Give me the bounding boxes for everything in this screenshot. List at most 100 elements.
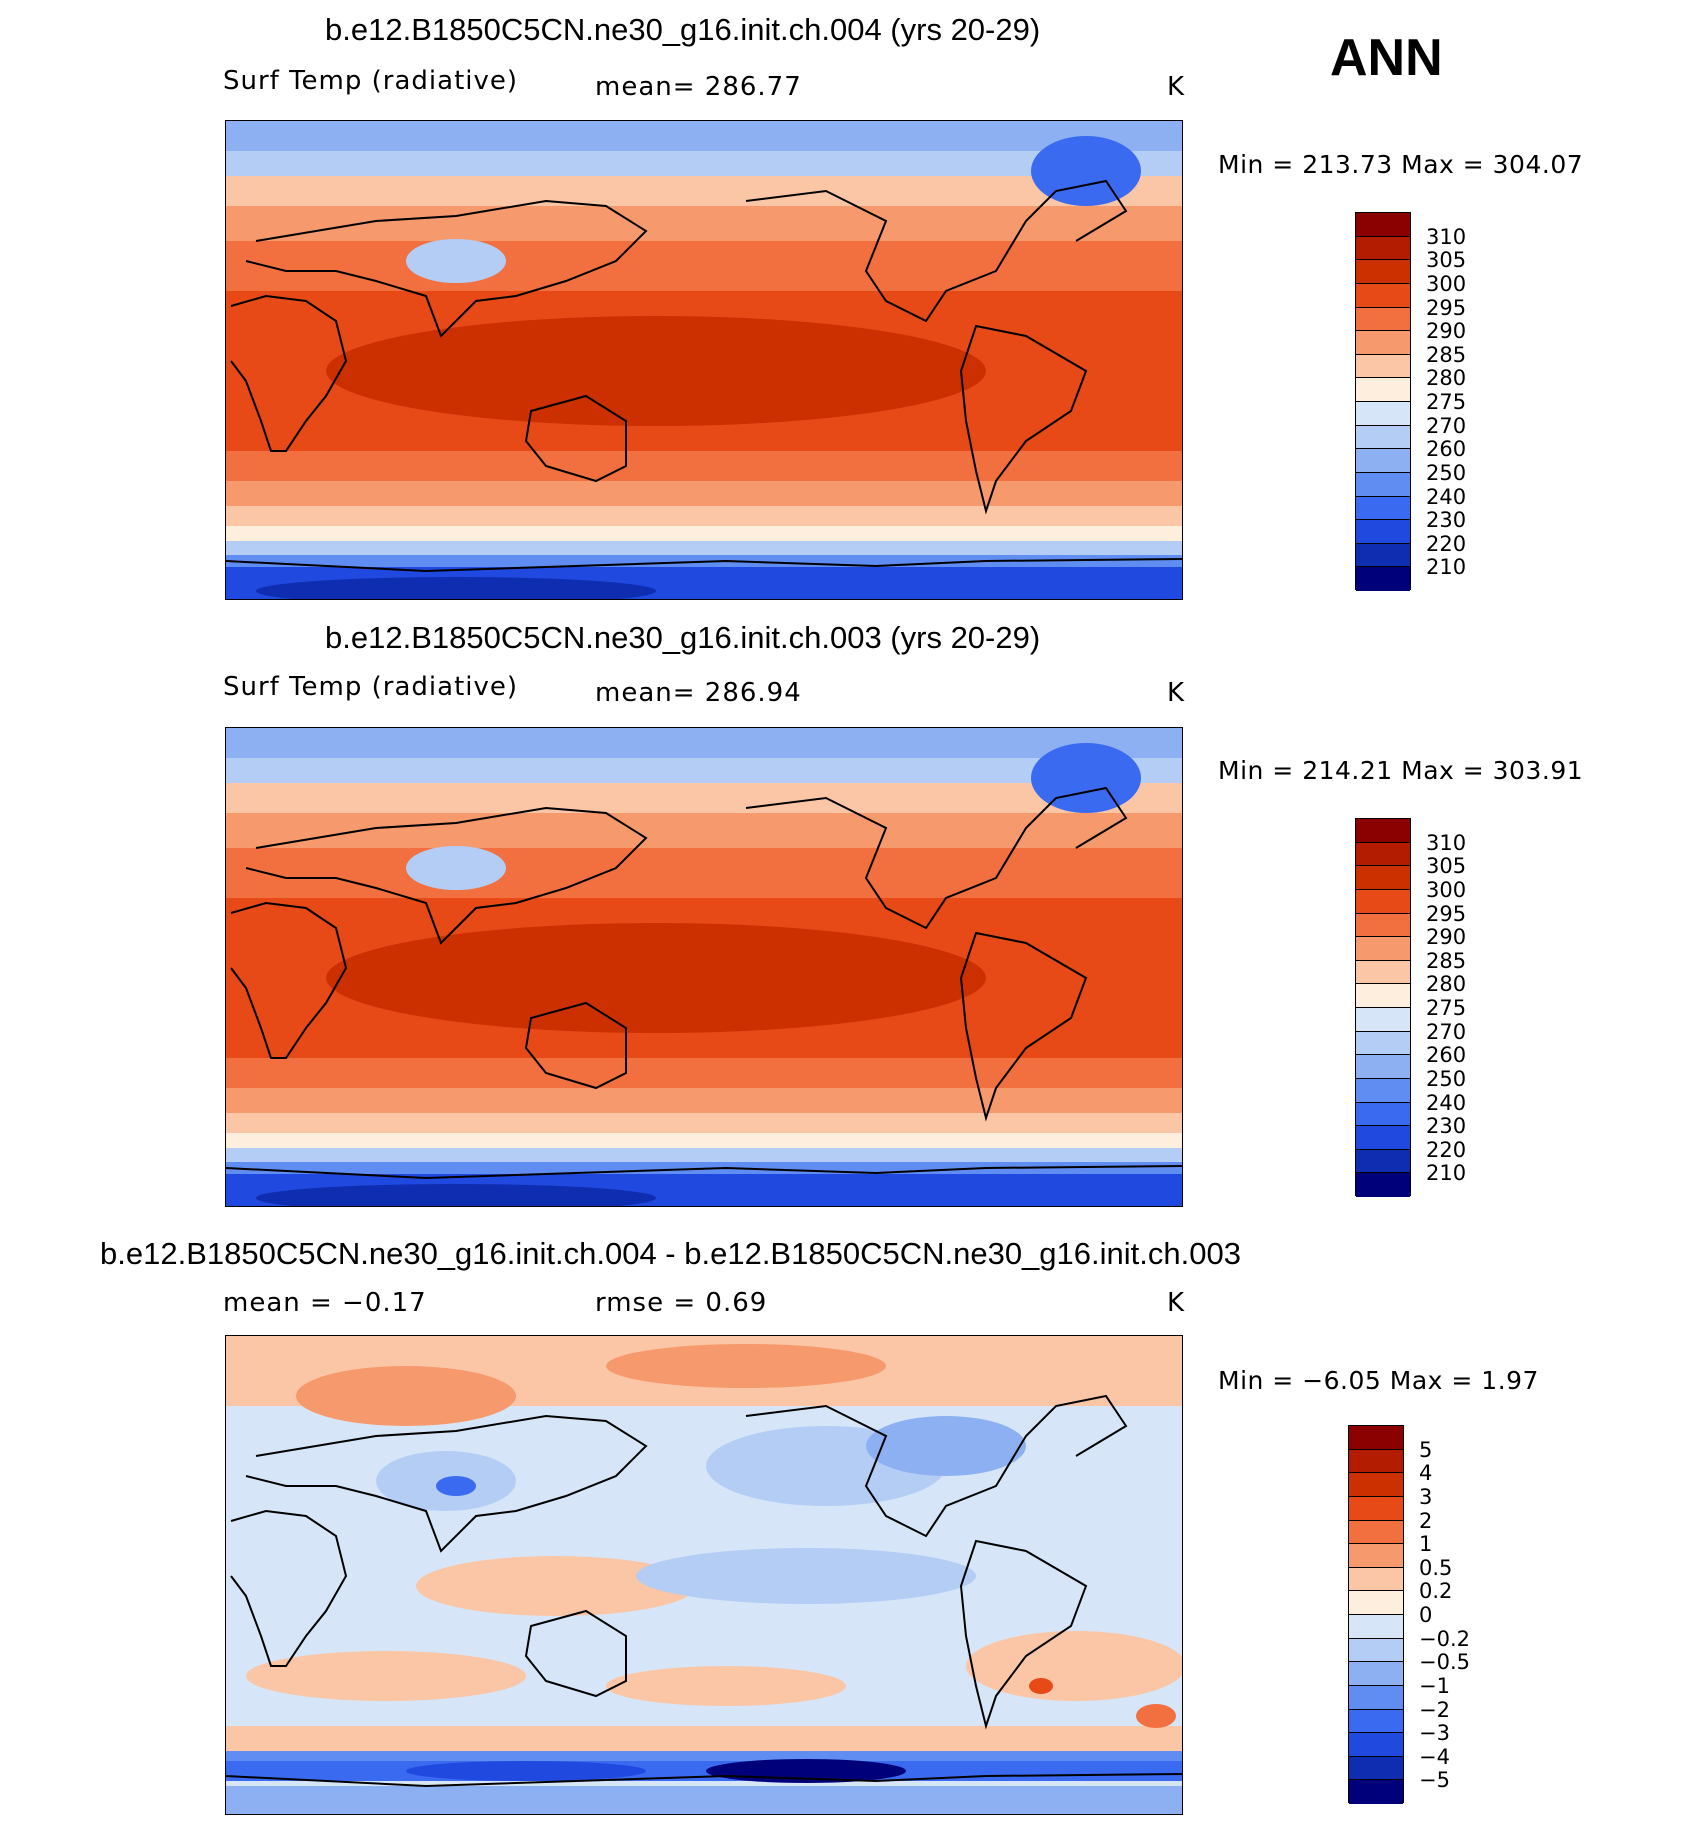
colorbar-box [1349, 1591, 1403, 1615]
panel-title: b.e12.B1850C5CN.ne30_g16.init.ch.003 (yr… [325, 620, 1041, 655]
season-label: ANN [1330, 29, 1443, 87]
colorbar-tick-label: 0.2 [1419, 1579, 1453, 1604]
panel-title: b.e12.B1850C5CN.ne30_g16.init.ch.004 (yr… [325, 12, 1041, 47]
coast-africa [230, 294, 348, 452]
diff-siberia-warm [296, 1366, 516, 1426]
colorbar-tick-label: 275 [1426, 390, 1467, 414]
colorbar-tick-label: 290 [1426, 319, 1467, 344]
mean-label: mean= 286.94 [595, 678, 802, 708]
colorbar-box [1356, 1078, 1410, 1103]
colorbar-box [1349, 1449, 1403, 1474]
colorbar-box [1356, 567, 1410, 591]
colorbar-box [1356, 331, 1410, 355]
colorbar-tick-label: 300 [1426, 271, 1467, 296]
band-southern-ocean [226, 1148, 1182, 1164]
colorbar-tick-label: 230 [1426, 508, 1467, 533]
map-canvas [226, 121, 1182, 599]
diff-south-indian-warm [246, 1651, 526, 1701]
colorbar-tick-label: −2 [1419, 1697, 1450, 1722]
colorbar-tick-label: −0.2 [1419, 1626, 1470, 1651]
colorbar-box [1356, 819, 1410, 843]
temperature-map [225, 727, 1183, 1207]
colorbar-tick-label: 260 [1426, 1043, 1467, 1068]
coast-south-america [959, 1539, 1088, 1730]
colorbar-abs-top: 310 305 300 295 290 285 280 275 270 260 250 240 230 2… [1355, 212, 1466, 591]
minmax-label: Min = 214.21 Max = 303.91 [1218, 756, 1584, 785]
colorbar-box [1356, 449, 1410, 473]
diff-south-pacific-warm [606, 1666, 846, 1706]
colorbar-tick-label: −3 [1419, 1721, 1450, 1746]
coast-africa [230, 1509, 348, 1667]
colorbar-tick-label: 3 [1419, 1484, 1433, 1509]
colorbar-tick-label: 230 [1426, 1114, 1467, 1139]
colorbar-box [1349, 1709, 1403, 1734]
colorbar-box [1349, 1638, 1403, 1663]
colorbar-tick-label: 1 [1419, 1532, 1433, 1557]
mean-label: mean= 286.77 [595, 72, 802, 102]
coast-antarctica [226, 1773, 1182, 1788]
tibet-cold [406, 846, 506, 890]
colorbar-box [1349, 1567, 1403, 1592]
colorbar-diff: 5 4 3 2 1 0.5 0.2 0 −0.2 −0.5 −1 −2 −3 −4 −5 [1348, 1425, 1470, 1804]
colorbar-box [1356, 236, 1410, 261]
colorbar-tick-label: 280 [1426, 366, 1467, 391]
colorbar-tick-label: 305 [1426, 248, 1467, 273]
coast-australia [524, 1001, 627, 1090]
diff-tibet-core [436, 1476, 476, 1496]
colorbar-box [1349, 1496, 1403, 1521]
colorbar-box [1356, 1149, 1410, 1174]
colorbar-box [1356, 889, 1410, 914]
antarctic-core [256, 577, 656, 599]
minmax-label: Min = −6.05 Max = 1.97 [1218, 1366, 1539, 1395]
mean-label: mean = −0.17 [223, 1288, 427, 1318]
map-canvas [226, 1336, 1182, 1814]
colorbar-tick-label: 240 [1426, 1090, 1467, 1115]
colorbar-tick-label: 4 [1419, 1461, 1433, 1486]
colorbar-tick-label: 260 [1426, 437, 1467, 462]
minmax-label: Min = 213.73 Max = 304.07 [1218, 150, 1584, 179]
panel-title: b.e12.B1850C5CN.ne30_g16.init.ch.004 - b… [100, 1236, 1241, 1271]
diff-south-atlantic-warm [966, 1631, 1182, 1701]
greenland-cold [1031, 136, 1141, 206]
units-label: K [1167, 678, 1186, 708]
coast-north-america [745, 179, 1128, 323]
map-canvas [226, 728, 1182, 1206]
units-label: K [1167, 72, 1186, 102]
diff-nam-cool [866, 1416, 1026, 1476]
colorbar-tick-label: 240 [1426, 484, 1467, 509]
colorbar-box [1356, 1102, 1410, 1127]
colorbar-tick-label: 310 [1426, 830, 1467, 855]
coast-eurasia [245, 199, 648, 338]
colorbar-tick-label: 250 [1426, 460, 1467, 485]
colorbar-tick-label: −1 [1419, 1673, 1450, 1698]
colorbar-box [1356, 307, 1410, 332]
band-north-mid [226, 176, 1182, 206]
colorbar-box [1356, 496, 1410, 521]
colorbar-box [1349, 1473, 1403, 1497]
colorbar-box [1356, 1126, 1410, 1150]
colorbar-box [1349, 1520, 1403, 1545]
colorbar-tick-label: 300 [1426, 877, 1467, 902]
coast-australia [524, 394, 627, 483]
colorbar-tick-label: 0.5 [1419, 1555, 1453, 1580]
warm-pool [326, 923, 986, 1033]
colorbar-tick-label: 290 [1426, 925, 1467, 950]
coast-north-america [745, 786, 1128, 930]
colorbar-tick-label: −4 [1419, 1744, 1450, 1769]
colorbar-tick-label: 220 [1426, 1137, 1467, 1162]
colorbar-tick-label: 295 [1426, 295, 1467, 320]
colorbar-box [1349, 1615, 1403, 1639]
colorbar-box [1349, 1733, 1403, 1757]
coast-africa [230, 901, 348, 1059]
colorbar-tick-label: 285 [1426, 342, 1467, 367]
colorbar-box [1356, 283, 1410, 308]
colorbar-tick-label: −0.5 [1419, 1650, 1470, 1675]
coastlines [226, 786, 1182, 1180]
colorbar-tick-label: 275 [1426, 996, 1467, 1020]
temperature-map [225, 120, 1183, 600]
colorbar-box [1356, 960, 1410, 985]
colorbar-box [1349, 1685, 1403, 1710]
variable-label: Surf Temp (radiative) [223, 66, 519, 96]
coastlines [226, 179, 1182, 573]
colorbar-tick-label: 250 [1426, 1066, 1467, 1091]
